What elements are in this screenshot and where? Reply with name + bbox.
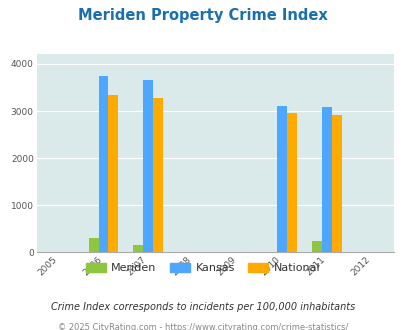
- Text: Crime Index corresponds to incidents per 100,000 inhabitants: Crime Index corresponds to incidents per…: [51, 302, 354, 312]
- Bar: [331, 115, 341, 252]
- Text: Meriden Property Crime Index: Meriden Property Crime Index: [78, 8, 327, 23]
- Bar: [321, 107, 331, 252]
- Bar: [286, 114, 296, 252]
- Text: © 2025 CityRating.com - https://www.cityrating.com/crime-statistics/: © 2025 CityRating.com - https://www.city…: [58, 323, 347, 330]
- Bar: [98, 76, 108, 252]
- Legend: Meriden, Kansas, National: Meriden, Kansas, National: [85, 263, 320, 273]
- Bar: [108, 94, 118, 252]
- Bar: [89, 238, 98, 252]
- Bar: [277, 106, 286, 252]
- Bar: [133, 246, 143, 252]
- Bar: [153, 98, 162, 252]
- Bar: [311, 241, 321, 252]
- Bar: [143, 81, 153, 252]
